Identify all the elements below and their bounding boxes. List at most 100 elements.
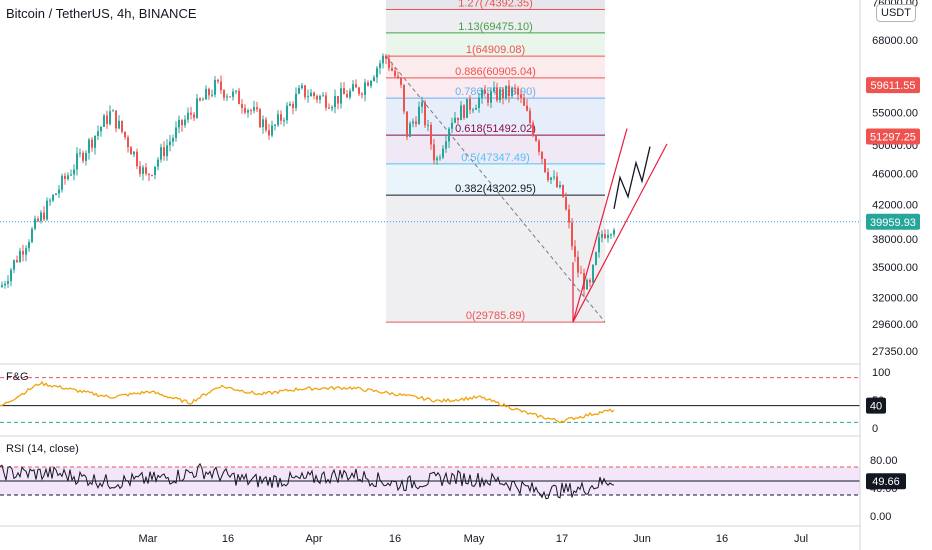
candle xyxy=(16,255,18,264)
candle xyxy=(559,181,561,189)
candle xyxy=(196,93,198,119)
candle xyxy=(214,75,216,98)
price-marker-badge xyxy=(866,77,920,94)
candle xyxy=(199,97,201,102)
fg-tick-label: 0 xyxy=(872,423,878,435)
candle xyxy=(178,115,180,134)
fib-level-label: 1.27(74392.35) xyxy=(458,0,533,10)
candle xyxy=(352,80,354,92)
candle xyxy=(181,119,183,132)
symbol-title: Bitcoin / TetherUS, 4h, BINANCE xyxy=(6,6,197,21)
candle xyxy=(331,105,333,112)
rsi-value-label: 49.66 xyxy=(872,476,900,488)
candle xyxy=(58,184,60,199)
candle xyxy=(118,115,120,130)
candle xyxy=(475,104,477,110)
fib-level-label: 0.886(60905.04) xyxy=(455,66,536,78)
rsi-title: RSI (14, close) xyxy=(6,443,79,455)
candle xyxy=(283,117,285,127)
candle xyxy=(175,121,177,142)
candle xyxy=(379,59,381,75)
fib-retracement: 1.27(74392.35) 1.13(69475.10) 1(64909.08) 0… xyxy=(0,0,860,323)
candle xyxy=(115,110,117,133)
candle xyxy=(10,267,12,287)
price-tick-label: 27350.00 xyxy=(872,346,918,358)
candle xyxy=(241,99,243,114)
candle xyxy=(490,87,492,108)
candle xyxy=(145,162,147,176)
fib-zone xyxy=(386,32,605,57)
price-tick-label: 32000.00 xyxy=(872,293,918,305)
candle xyxy=(298,84,300,95)
candle xyxy=(112,109,114,112)
candle xyxy=(316,94,318,104)
price-tick-label: 55000.00 xyxy=(872,108,918,120)
candle xyxy=(382,53,384,69)
candle xyxy=(436,155,438,165)
candle xyxy=(595,251,597,266)
currency-button[interactable]: USDT xyxy=(876,4,916,22)
candle xyxy=(70,169,72,177)
fg-line xyxy=(0,380,615,424)
candle xyxy=(580,265,582,274)
candle xyxy=(589,278,591,287)
candle xyxy=(370,79,372,89)
candle xyxy=(235,90,237,95)
candle xyxy=(349,88,351,100)
candle xyxy=(40,210,42,224)
candle xyxy=(301,82,303,90)
candle xyxy=(253,100,255,114)
candle xyxy=(484,84,486,95)
candle xyxy=(571,218,573,251)
candle xyxy=(517,86,519,101)
candle xyxy=(463,104,465,120)
candle xyxy=(343,81,345,95)
candle xyxy=(136,148,138,170)
candle xyxy=(418,101,420,125)
candle xyxy=(52,193,54,203)
candle xyxy=(385,54,387,65)
candle xyxy=(130,146,132,155)
candle xyxy=(139,161,141,178)
candle xyxy=(439,154,441,161)
candle xyxy=(208,87,210,100)
candle xyxy=(325,92,327,111)
fg-title: F&G xyxy=(6,371,29,383)
candle xyxy=(55,192,57,196)
candle xyxy=(598,232,600,258)
candle xyxy=(205,85,207,100)
fg-value-badge xyxy=(866,397,886,414)
candle xyxy=(451,117,453,134)
time-tick-label: Jul xyxy=(794,533,808,545)
candle xyxy=(22,244,24,262)
candle xyxy=(262,115,264,134)
candle xyxy=(1,281,3,288)
candle xyxy=(46,197,48,222)
candle xyxy=(499,86,501,104)
candle xyxy=(568,204,570,229)
candle xyxy=(424,100,426,128)
fib-zone xyxy=(386,56,605,78)
time-tick-label: 16 xyxy=(716,533,728,545)
candle xyxy=(478,93,480,113)
candle xyxy=(28,239,30,253)
candle xyxy=(166,139,168,161)
candle xyxy=(535,134,537,142)
candle xyxy=(394,67,396,78)
candle xyxy=(607,229,609,243)
candle xyxy=(73,164,75,181)
candle xyxy=(64,172,66,185)
candle xyxy=(202,97,204,101)
price-marker-label: 59611.55 xyxy=(870,80,915,92)
candle xyxy=(34,215,36,231)
candle xyxy=(550,176,552,185)
candle xyxy=(133,151,135,158)
candle xyxy=(295,87,297,112)
rsi-tick-label: 0.00 xyxy=(870,511,891,523)
candle xyxy=(364,78,366,102)
candle xyxy=(43,206,45,222)
candle xyxy=(460,100,462,121)
candle xyxy=(544,158,546,174)
candle xyxy=(259,107,261,129)
